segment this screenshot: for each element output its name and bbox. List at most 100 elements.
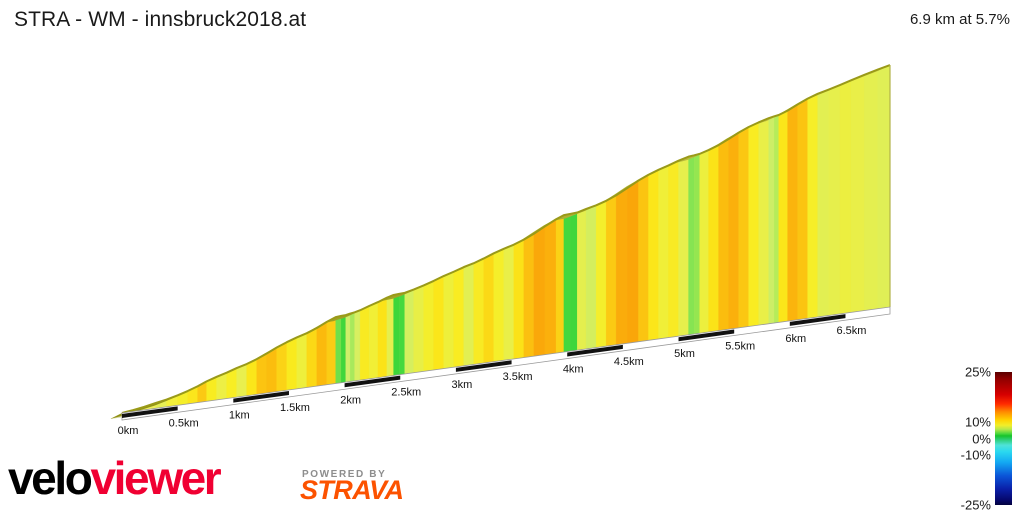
axis-label-3km: 3km <box>452 379 473 391</box>
axis-label-6km: 6km <box>785 333 806 345</box>
profile-segment[interactable] <box>718 138 729 331</box>
profile-segment[interactable] <box>668 160 679 338</box>
profile-segment[interactable] <box>360 305 370 381</box>
profile-segment[interactable] <box>533 226 546 357</box>
profile-segment[interactable] <box>236 363 247 398</box>
profile-segment[interactable] <box>326 316 336 385</box>
axis-label-6-5km: 6.5km <box>836 325 866 337</box>
profile-segment[interactable] <box>658 165 669 340</box>
axis-label-1km: 1km <box>229 410 250 422</box>
axis-label-4-5km: 4.5km <box>614 356 644 368</box>
profile-segment[interactable] <box>758 117 769 326</box>
profile-segment[interactable] <box>423 280 434 372</box>
profile-segment[interactable] <box>850 74 865 313</box>
profile-segment[interactable] <box>605 194 617 347</box>
profile-segment[interactable] <box>503 244 514 361</box>
profile-segment[interactable] <box>368 301 379 380</box>
profile-segment[interactable] <box>817 89 829 318</box>
profile-segment[interactable] <box>404 289 414 375</box>
axis-label-2-5km: 2.5km <box>391 387 421 399</box>
axis-label-1-5km: 1.5km <box>280 402 310 414</box>
profile-top-edge <box>110 64 891 419</box>
profile-segment[interactable] <box>483 253 494 364</box>
axis-label-4km: 4km <box>563 364 584 376</box>
profile-segment[interactable] <box>627 180 639 344</box>
axis-tick-block <box>678 329 735 342</box>
axis-tick-block <box>567 344 623 357</box>
distance-axis-ruler <box>121 306 891 421</box>
profile-segment[interactable] <box>398 292 405 375</box>
profile-segment[interactable] <box>688 155 695 336</box>
profile-segment[interactable] <box>563 213 571 353</box>
profile-segment[interactable] <box>493 248 504 362</box>
legend-tick-1: 10% <box>964 414 991 430</box>
profile-segment[interactable] <box>678 156 689 337</box>
profile-segment[interactable] <box>768 116 775 324</box>
veloviewer-logo[interactable]: veloviewer <box>8 452 222 504</box>
profile-segment[interactable] <box>266 347 277 394</box>
profile-bands <box>110 64 891 419</box>
strava-logo[interactable]: STRAVA <box>300 475 404 505</box>
profile-segment[interactable] <box>306 327 317 388</box>
profile-segment[interactable] <box>473 258 484 365</box>
profile-segment[interactable] <box>699 149 709 334</box>
profile-segment[interactable] <box>864 69 878 311</box>
profile-segment[interactable] <box>433 275 444 371</box>
axis-label-0km: 0km <box>118 425 139 437</box>
profile-segment[interactable] <box>807 93 818 319</box>
profile-segment[interactable] <box>738 126 749 329</box>
profile-segment[interactable] <box>246 358 257 396</box>
profile-segment[interactable] <box>354 309 361 382</box>
profile-segment[interactable] <box>413 285 424 373</box>
profile-segment[interactable] <box>345 313 351 383</box>
profile-segment[interactable] <box>728 132 739 330</box>
axis-label-0-5km: 0.5km <box>169 417 199 429</box>
profile-segment[interactable] <box>256 353 267 395</box>
profile-segment[interactable] <box>453 266 464 368</box>
profile-segment[interactable] <box>797 98 808 320</box>
profile-segment[interactable] <box>778 110 788 323</box>
distance-axis-labels: 0km 0.5km 1km 1.5km 2km 2.5km 3km 3.5km 4km 4.5km… <box>118 325 867 437</box>
climb-stats: 6.9 km at 5.7% <box>909 11 1010 28</box>
profile-segment[interactable] <box>286 337 297 391</box>
profile-segment[interactable] <box>748 122 759 327</box>
profile-segment[interactable] <box>828 84 841 316</box>
gradient-legend-bar <box>995 372 1012 505</box>
profile-segment[interactable] <box>335 315 342 384</box>
profile-segment[interactable] <box>555 214 565 354</box>
profile-segment[interactable] <box>276 341 287 392</box>
profile-segment[interactable] <box>595 200 607 348</box>
profile-segment[interactable] <box>443 271 454 369</box>
profile-segment[interactable] <box>523 233 535 358</box>
profile-segment[interactable] <box>693 153 700 335</box>
profile-segment[interactable] <box>316 321 327 387</box>
profile-segment[interactable] <box>513 239 524 360</box>
profile-segment[interactable] <box>386 294 394 377</box>
profile-segment[interactable] <box>648 169 659 341</box>
profile-segment[interactable] <box>708 144 719 333</box>
profile-segment[interactable] <box>393 293 400 376</box>
page-title: STRA - WM - innsbruck2018.at <box>14 8 307 31</box>
veloviewer-branding: veloviewer <box>8 452 222 508</box>
profile-segment[interactable] <box>638 174 649 342</box>
legend-tick-3: -10% <box>960 447 991 463</box>
axis-tick-block <box>455 360 512 372</box>
profile-segment[interactable] <box>877 64 891 309</box>
profile-segment[interactable] <box>774 114 779 324</box>
profile-segment[interactable] <box>577 208 587 351</box>
profile-segment[interactable] <box>544 218 557 355</box>
profile-segment[interactable] <box>585 205 597 350</box>
profile-segment[interactable] <box>787 104 798 322</box>
profile-segment[interactable] <box>377 297 388 378</box>
gradient-legend: 25% 10% 0% -10% -25% <box>932 360 1018 513</box>
profile-segment[interactable] <box>839 80 852 315</box>
profile-segment[interactable] <box>341 314 346 383</box>
profile-segment[interactable] <box>349 312 355 382</box>
profile-segment[interactable] <box>616 187 628 345</box>
profile-segment[interactable] <box>463 262 474 367</box>
axis-label-3-5km: 3.5km <box>503 371 533 383</box>
profile-segment[interactable] <box>570 212 578 352</box>
profile-segment[interactable] <box>296 332 307 390</box>
